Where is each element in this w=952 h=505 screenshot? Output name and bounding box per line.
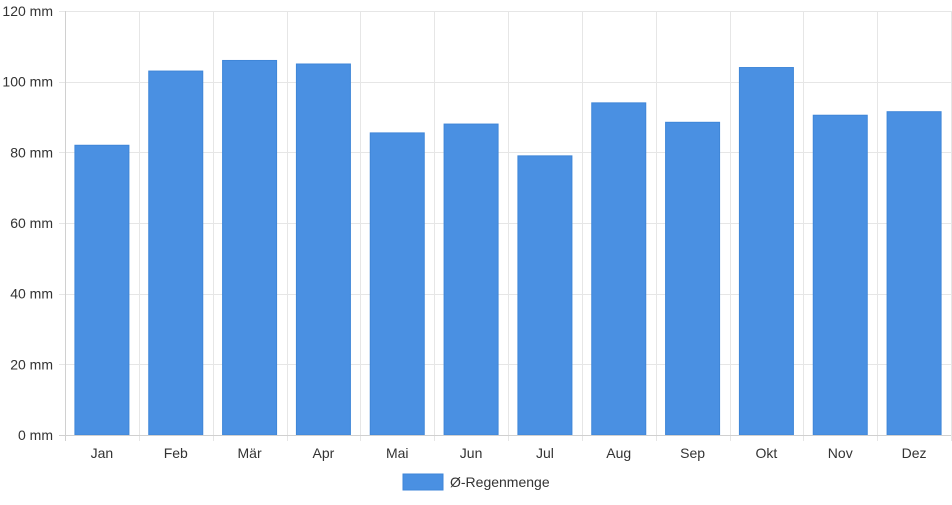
legend-label: Ø-Regenmenge: [450, 474, 550, 490]
y-tick-label: 20 mm: [10, 356, 53, 372]
x-tick-label: Nov: [828, 445, 853, 461]
x-tick-label: Jul: [536, 445, 554, 461]
y-axis-tick-labels: 0 mm 20 mm 40 mm 60 mm 80 mm 100 mm 120 mm: [2, 3, 53, 443]
x-tick-label: Sep: [680, 445, 705, 461]
bar-Nov[interactable]: [812, 114, 868, 436]
y-tick-label: 100 mm: [2, 74, 53, 90]
x-tick-label: Okt: [756, 445, 778, 461]
axes: [59, 11, 951, 441]
y-tick-label: 0 mm: [18, 427, 53, 443]
y-tick-label: 40 mm: [10, 286, 53, 302]
bar-Apr[interactable]: [295, 63, 351, 436]
x-tick-label: Feb: [164, 445, 188, 461]
bar-Okt[interactable]: [738, 67, 794, 436]
bar-Dez[interactable]: [886, 111, 942, 436]
bar-Jul[interactable]: [517, 155, 573, 436]
y-tick-label: 120 mm: [2, 3, 53, 19]
x-tick-label: Apr: [313, 445, 335, 461]
legend[interactable]: Ø-Regenmenge: [402, 473, 550, 491]
y-tick-label: 60 mm: [10, 215, 53, 231]
x-tick-label: Jun: [460, 445, 483, 461]
x-axis-tick-labels: Jan Feb Mär Apr Mai Jun Jul Aug Sep Okt Nov Dez: [91, 445, 927, 461]
grid: [59, 11, 952, 441]
x-tick-label: Jan: [91, 445, 114, 461]
bar-Jan[interactable]: [74, 144, 130, 436]
bar-Jun[interactable]: [443, 123, 499, 436]
x-tick-label: Mai: [386, 445, 409, 461]
bar-Mai[interactable]: [369, 132, 425, 436]
bar-Mär[interactable]: [222, 59, 278, 436]
x-tick-label: Mär: [238, 445, 262, 461]
legend-swatch: [402, 473, 444, 491]
bars: [74, 59, 942, 436]
bar-Aug[interactable]: [591, 102, 647, 436]
bar-Sep[interactable]: [665, 121, 721, 436]
x-tick-label: Dez: [902, 445, 927, 461]
bar-Feb[interactable]: [148, 70, 204, 436]
y-tick-label: 80 mm: [10, 144, 53, 160]
x-tick-label: Aug: [606, 445, 631, 461]
